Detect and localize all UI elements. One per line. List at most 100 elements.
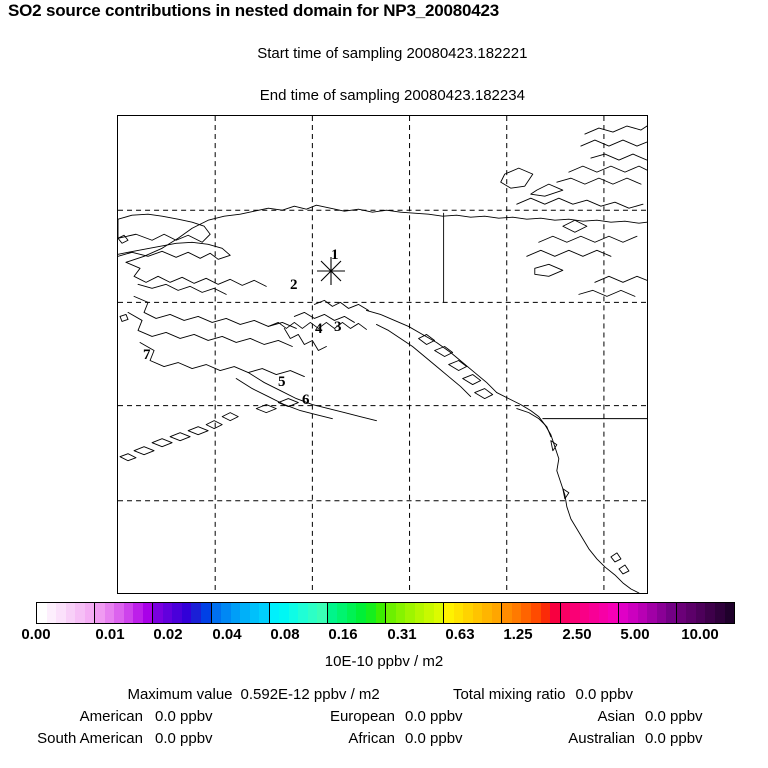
- south-american-label: South American: [37, 730, 143, 747]
- map-marker-5: 5: [278, 374, 286, 390]
- colorbar-step-2-4: [191, 603, 201, 623]
- colorbar-step-7-4: [482, 603, 492, 623]
- colorbar-tick-4: 0.08: [270, 626, 300, 643]
- colorbar-step-1-5: [142, 603, 153, 623]
- colorbar-tick-1: 0.01: [95, 626, 125, 643]
- map-marker-6: 6: [302, 392, 310, 408]
- colorbar-step-8-4: [540, 603, 551, 623]
- colorbar-step-9-5: [608, 603, 618, 623]
- map-marker-4: 4: [315, 321, 323, 337]
- total-mixing-ratio-label: Total mixing ratio: [452, 686, 566, 703]
- colorbar-step-5-4: [365, 603, 376, 623]
- colorbar-step-0-2: [56, 603, 66, 623]
- colorbar-segment-5: [327, 603, 387, 623]
- colorbar-unit-label: 10E-10 ppbv / m2: [324, 653, 444, 670]
- summary-row-2: South American 0.0 ppbv African 0.0 ppbv…: [0, 728, 768, 750]
- european-value: 0.0 ppbv: [405, 708, 463, 725]
- colorbar: [36, 602, 735, 624]
- colorbar-step-4-1: [279, 603, 289, 623]
- australian-label: Australian: [568, 730, 635, 747]
- colorbar-step-1-4: [133, 603, 143, 623]
- asian-label: Asian: [597, 708, 635, 725]
- page-title: SO2 source contributions in nested domai…: [8, 1, 499, 20]
- colorbar-step-4-4: [307, 603, 318, 623]
- colorbar-segment-0: [37, 603, 96, 623]
- colorbar-step-6-5: [433, 603, 444, 623]
- colorbar-segment-1: [95, 603, 154, 623]
- colorbar-step-1-0: [95, 603, 105, 623]
- summary-row-maximum: Maximum value 0.592E-12 ppbv / m2 Total …: [0, 684, 768, 706]
- african-label: African: [348, 730, 395, 747]
- colorbar-segment-6: [386, 603, 445, 623]
- european-label: European: [329, 708, 395, 725]
- colorbar-tick-3: 0.04: [212, 626, 242, 643]
- colorbar-step-7-2: [463, 603, 473, 623]
- colorbar-step-2-3: [181, 603, 192, 623]
- colorbar-tick-7: 0.63: [445, 626, 475, 643]
- colorbar-step-0-1: [46, 603, 57, 623]
- colorbar-step-9-3: [589, 603, 599, 623]
- map-plot-area: 1 2 3 4 5 6 7: [117, 115, 648, 594]
- colorbar-step-4-2: [288, 603, 299, 623]
- colorbar-step-5-0: [327, 603, 338, 623]
- colorbar-tick-labels: 0.00 0.01 0.02 0.04 0.08 0.16 0.31 0.63 1.25 2.50…: [0, 626, 768, 646]
- colorbar-step-2-2: [172, 603, 182, 623]
- colorbar-step-8-3: [530, 603, 541, 623]
- colorbar-step-9-2: [579, 603, 590, 623]
- maximum-value-label: Maximum value: [127, 686, 233, 703]
- colorbar-step-10-0: [618, 603, 629, 623]
- colorbar-step-4-0: [269, 603, 280, 623]
- release-star-icon: [317, 257, 345, 285]
- colorbar-tick-0: 0.00: [21, 626, 51, 643]
- colorbar-step-6-1: [395, 603, 406, 623]
- american-value: 0.0 ppbv: [155, 708, 213, 725]
- maximum-value: 0.592E-12 ppbv / m2: [240, 686, 380, 703]
- map-marker-1: 1: [331, 247, 339, 263]
- colorbar-segment-3: [211, 603, 270, 623]
- colorbar-step-11-3: [705, 603, 716, 623]
- colorbar-step-4-5: [317, 603, 327, 623]
- colorbar-step-10-2: [637, 603, 648, 623]
- colorbar-tick-10: 5.00: [620, 626, 650, 643]
- colorbar-step-4-3: [298, 603, 308, 623]
- colorbar-segment-10: [618, 603, 677, 623]
- colorbar-tick-9: 2.50: [562, 626, 592, 643]
- colorbar-step-3-5: [259, 603, 269, 623]
- colorbar-tick-11: 10.00: [681, 626, 719, 643]
- map-marker-3: 3: [334, 319, 342, 335]
- colorbar-step-10-5: [666, 603, 676, 623]
- colorbar-step-5-5: [375, 603, 386, 623]
- colorbar-step-6-2: [405, 603, 415, 623]
- colorbar-segment-9: [560, 603, 619, 623]
- colorbar-segment-4: [269, 603, 328, 623]
- american-label: American: [79, 708, 143, 725]
- colorbar-segment-11: [676, 603, 735, 623]
- start-time-label: Start time of sampling 20080423.182221: [257, 45, 528, 62]
- sampling-time-line: Start time of sampling 20080423.182221 E…: [0, 22, 768, 127]
- map-marker-2: 2: [290, 277, 298, 293]
- colorbar-step-6-0: [386, 603, 396, 623]
- colorbar-step-0-3: [65, 603, 76, 623]
- african-value: 0.0 ppbv: [405, 730, 463, 747]
- map-gridlines: [118, 116, 647, 593]
- colorbar-step-9-4: [598, 603, 609, 623]
- colorbar-step-0-4: [75, 603, 85, 623]
- colorbar-step-3-0: [211, 603, 222, 623]
- colorbar-step-11-5: [724, 603, 735, 623]
- colorbar-step-11-1: [686, 603, 696, 623]
- colorbar-step-1-3: [123, 603, 134, 623]
- colorbar-step-11-2: [695, 603, 706, 623]
- colorbar-step-10-3: [647, 603, 657, 623]
- colorbar-step-6-3: [414, 603, 425, 623]
- colorbar-step-8-0: [502, 603, 512, 623]
- total-mixing-ratio-value: 0.0 ppbv: [575, 686, 634, 703]
- australian-value: 0.0 ppbv: [645, 730, 703, 747]
- colorbar-step-3-3: [240, 603, 250, 623]
- summary-stats: Maximum value 0.592E-12 ppbv / m2 Total …: [0, 684, 768, 750]
- end-time-label: End time of sampling 20080423.182234: [259, 87, 525, 104]
- summary-row-1: American 0.0 ppbv European 0.0 ppbv Asia…: [0, 706, 768, 728]
- colorbar-step-6-4: [424, 603, 434, 623]
- colorbar-step-7-5: [491, 603, 502, 623]
- colorbar-step-8-1: [511, 603, 522, 623]
- colorbar-step-3-4: [249, 603, 260, 623]
